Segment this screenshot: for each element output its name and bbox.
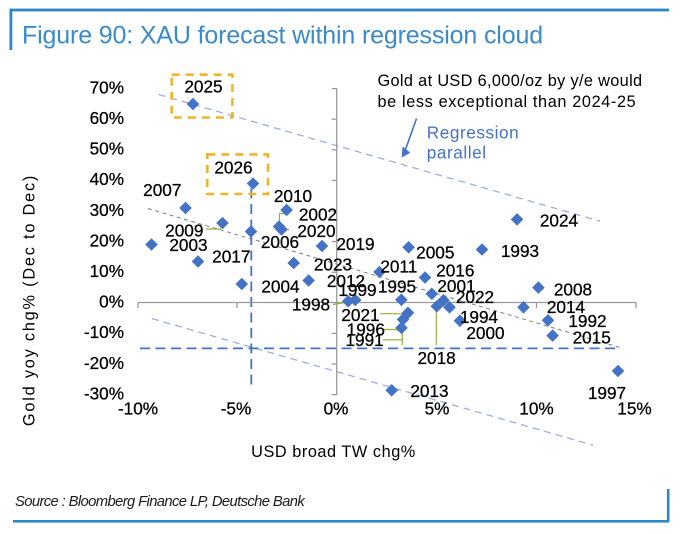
svg-text:1997: 1997 <box>588 383 626 403</box>
svg-text:2023: 2023 <box>314 255 352 275</box>
svg-text:0%: 0% <box>99 292 124 312</box>
svg-text:1999: 1999 <box>338 280 376 300</box>
svg-text:30%: 30% <box>90 200 124 220</box>
svg-text:10%: 10% <box>90 261 124 281</box>
svg-text:Source : Bloomberg Finance LP,: Source : Bloomberg Finance LP, Deutsche … <box>15 494 306 510</box>
svg-text:5%: 5% <box>425 399 450 419</box>
svg-text:2024: 2024 <box>540 211 579 231</box>
svg-text:1992: 1992 <box>568 311 606 331</box>
svg-text:2011: 2011 <box>380 257 417 277</box>
svg-text:2007: 2007 <box>143 180 181 200</box>
svg-text:2017: 2017 <box>212 246 250 266</box>
svg-text:-30%: -30% <box>84 383 124 403</box>
svg-text:-20%: -20% <box>84 353 124 373</box>
svg-text:70%: 70% <box>90 77 124 97</box>
svg-text:2000: 2000 <box>466 323 504 343</box>
svg-text:0%: 0% <box>324 399 349 419</box>
svg-text:20%: 20% <box>90 230 124 250</box>
svg-text:2002: 2002 <box>299 205 337 225</box>
svg-text:1991: 1991 <box>345 330 383 350</box>
svg-text:Regression: Regression <box>427 123 519 143</box>
svg-text:60%: 60% <box>90 108 124 128</box>
svg-text:be less exceptional than 2024-: be less exceptional than 2024-25 <box>378 93 637 111</box>
svg-text:Figure 90: XAU forecast within: Figure 90: XAU forecast within regressio… <box>22 22 543 50</box>
svg-text:1995: 1995 <box>378 276 416 296</box>
svg-text:40%: 40% <box>90 169 124 189</box>
svg-text:2015: 2015 <box>573 328 611 348</box>
svg-text:2006: 2006 <box>261 232 299 252</box>
svg-text:2026: 2026 <box>214 158 252 178</box>
svg-text:2016: 2016 <box>436 261 474 281</box>
svg-text:Gold yoy chg% (Dec to Dec): Gold yoy chg% (Dec to Dec) <box>20 174 38 426</box>
svg-text:1998: 1998 <box>292 295 330 315</box>
svg-text:2021: 2021 <box>341 305 379 325</box>
svg-text:2001: 2001 <box>437 276 475 296</box>
svg-text:2025: 2025 <box>184 77 222 97</box>
svg-text:Gold at USD 6,000/oz by y/e wo: Gold at USD 6,000/oz by y/e would <box>378 72 643 90</box>
svg-text:-10%: -10% <box>118 399 158 419</box>
svg-text:1994: 1994 <box>460 307 499 327</box>
svg-text:parallel: parallel <box>427 142 487 162</box>
svg-text:2004: 2004 <box>261 276 300 296</box>
svg-text:2005: 2005 <box>416 243 454 263</box>
svg-text:2020: 2020 <box>297 221 335 241</box>
svg-text:1996: 1996 <box>347 319 385 339</box>
svg-text:2012: 2012 <box>327 271 365 291</box>
svg-text:-10%: -10% <box>84 322 124 342</box>
svg-text:2014: 2014 <box>547 297 586 317</box>
svg-text:2019: 2019 <box>336 234 374 254</box>
svg-text:2008: 2008 <box>554 280 592 300</box>
svg-text:15%: 15% <box>617 399 651 419</box>
svg-text:2003: 2003 <box>169 235 207 255</box>
svg-text:1993: 1993 <box>501 241 539 261</box>
svg-text:USD broad TW chg%: USD broad TW chg% <box>251 443 416 461</box>
svg-text:10%: 10% <box>519 399 553 419</box>
svg-text:2018: 2018 <box>417 348 455 368</box>
svg-text:50%: 50% <box>90 139 124 159</box>
svg-text:2009: 2009 <box>165 221 203 241</box>
svg-text:2022: 2022 <box>456 287 494 307</box>
svg-text:-5%: -5% <box>221 399 252 419</box>
svg-text:2013: 2013 <box>410 381 448 401</box>
svg-text:2010: 2010 <box>274 186 312 206</box>
